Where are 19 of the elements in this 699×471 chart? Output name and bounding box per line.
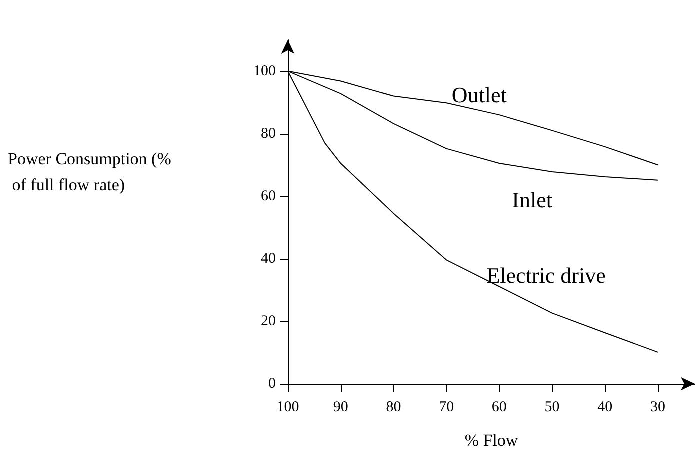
y-tick-label: 80 <box>261 126 276 142</box>
series-label: Electric drive <box>486 262 606 288</box>
x-tick-label: 40 <box>598 400 613 416</box>
x-axis-title: % Flow <box>464 431 519 450</box>
series-label: Inlet <box>512 187 552 212</box>
x-tick-label: 60 <box>492 400 507 416</box>
x-tick-label: 50 <box>544 400 560 416</box>
y-tick-label: 60 <box>261 188 276 204</box>
x-tick-label: 90 <box>333 400 348 416</box>
x-tick-label: 100 <box>276 400 300 416</box>
y-tick-label: 100 <box>254 63 276 80</box>
series-label: Outlet <box>452 82 507 108</box>
x-tick-label: 70 <box>439 400 454 416</box>
y-tick-label: 20 <box>261 313 276 330</box>
x-tick-label: 80 <box>386 400 402 416</box>
y-axis-title: Power Consumption (% of full flow rate) <box>8 150 172 194</box>
x-tick-label: 30 <box>650 400 666 416</box>
y-tick-label: 40 <box>261 250 276 267</box>
y-tick-label: 0 <box>268 376 276 392</box>
